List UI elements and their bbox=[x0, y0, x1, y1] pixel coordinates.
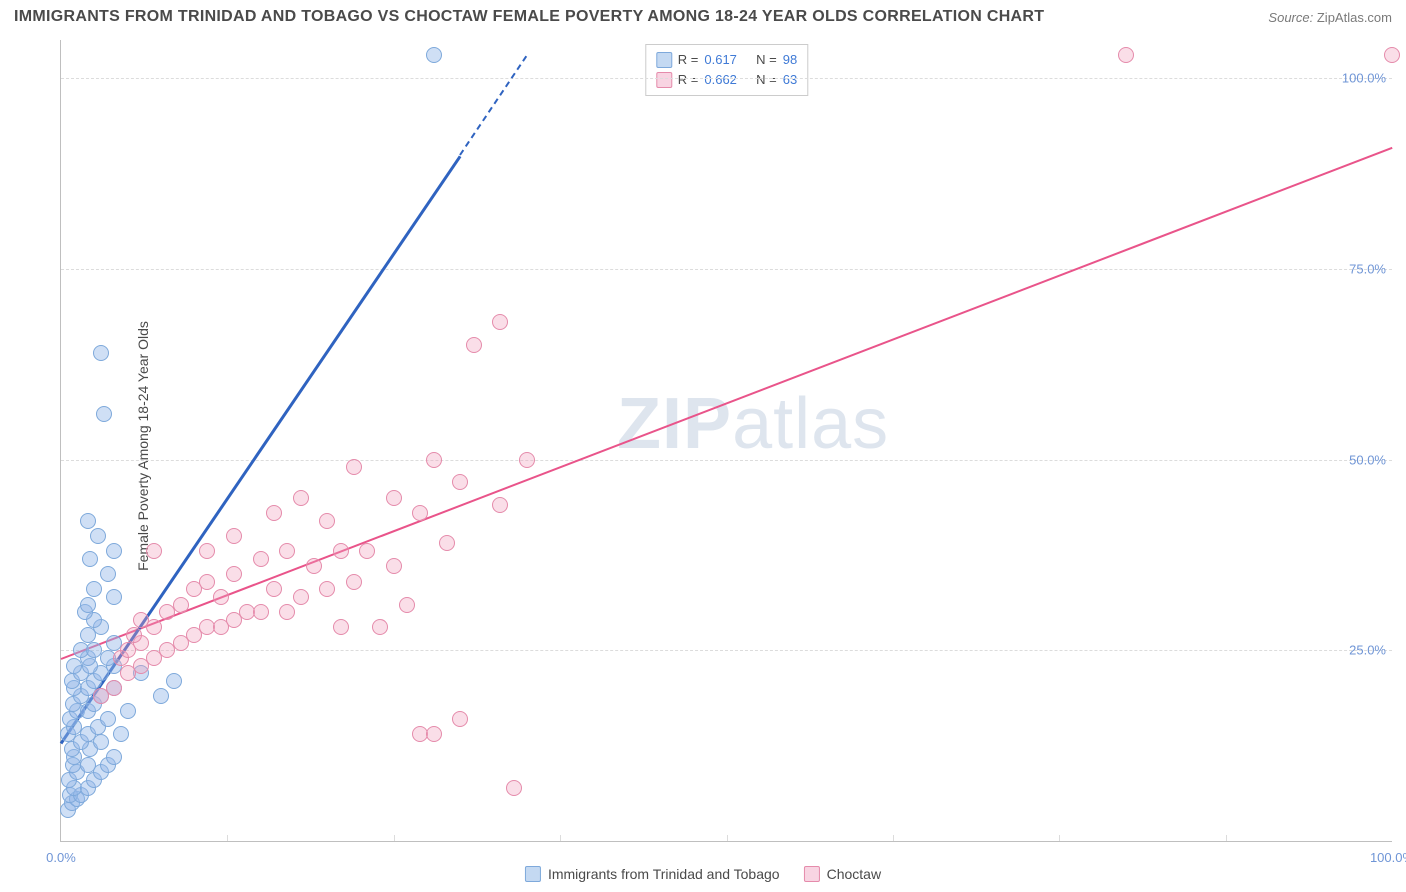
x-tick-mark bbox=[1059, 835, 1060, 841]
data-point bbox=[173, 597, 189, 613]
source-value: ZipAtlas.com bbox=[1317, 10, 1392, 25]
series-label: Choctaw bbox=[827, 866, 881, 882]
x-tick-mark bbox=[227, 835, 228, 841]
gridline-h bbox=[61, 269, 1392, 270]
data-point bbox=[466, 337, 482, 353]
data-point bbox=[506, 780, 522, 796]
x-tick-mark bbox=[893, 835, 894, 841]
data-point bbox=[1384, 47, 1400, 63]
data-point bbox=[146, 543, 162, 559]
swatch-icon bbox=[804, 866, 820, 882]
data-point bbox=[80, 513, 96, 529]
data-point bbox=[93, 345, 109, 361]
data-point bbox=[253, 551, 269, 567]
data-point bbox=[80, 597, 96, 613]
data-point bbox=[386, 490, 402, 506]
data-point bbox=[293, 490, 309, 506]
data-point bbox=[279, 543, 295, 559]
x-tick-mark bbox=[394, 835, 395, 841]
data-point bbox=[452, 711, 468, 727]
trend-line bbox=[61, 147, 1393, 660]
data-point bbox=[386, 558, 402, 574]
x-tick-mark bbox=[1226, 835, 1227, 841]
data-point bbox=[166, 673, 182, 689]
x-tick-mark bbox=[560, 835, 561, 841]
gridline-h bbox=[61, 650, 1392, 651]
data-point bbox=[426, 47, 442, 63]
data-point bbox=[90, 528, 106, 544]
data-point bbox=[399, 597, 415, 613]
data-point bbox=[199, 574, 215, 590]
data-point bbox=[492, 497, 508, 513]
data-point bbox=[1118, 47, 1134, 63]
data-point bbox=[346, 459, 362, 475]
data-point bbox=[153, 688, 169, 704]
data-point bbox=[100, 566, 116, 582]
data-point bbox=[96, 406, 112, 422]
series-legend: Immigrants from Trinidad and Tobago Choc… bbox=[525, 866, 881, 882]
data-point bbox=[333, 619, 349, 635]
trend-line bbox=[459, 56, 527, 156]
data-point bbox=[226, 528, 242, 544]
chart-plot-area: ZIPatlas R = 0.617 N = 98 R = 0.662 N = … bbox=[60, 40, 1392, 842]
data-point bbox=[133, 612, 149, 628]
data-point bbox=[126, 627, 142, 643]
gridline-h bbox=[61, 78, 1392, 79]
data-point bbox=[213, 589, 229, 605]
data-point bbox=[100, 711, 116, 727]
data-point bbox=[106, 589, 122, 605]
data-point bbox=[266, 505, 282, 521]
source-attribution: Source: ZipAtlas.com bbox=[1268, 10, 1392, 25]
data-point bbox=[333, 543, 349, 559]
data-point bbox=[86, 581, 102, 597]
data-point bbox=[113, 726, 129, 742]
data-point bbox=[426, 452, 442, 468]
legend-row-a: R = 0.617 N = 98 bbox=[656, 50, 797, 70]
correlation-legend: R = 0.617 N = 98 R = 0.662 N = 63 bbox=[645, 44, 808, 96]
x-tick-mark bbox=[727, 835, 728, 841]
series-legend-item: Immigrants from Trinidad and Tobago bbox=[525, 866, 780, 882]
data-point bbox=[199, 543, 215, 559]
data-point bbox=[279, 604, 295, 620]
series-legend-item: Choctaw bbox=[804, 866, 881, 882]
watermark: ZIPatlas bbox=[617, 383, 889, 465]
source-label: Source: bbox=[1268, 10, 1313, 25]
data-point bbox=[412, 505, 428, 521]
x-tick-label: 100.0% bbox=[1370, 850, 1406, 865]
swatch-icon bbox=[656, 72, 672, 88]
legend-row-b: R = 0.662 N = 63 bbox=[656, 70, 797, 90]
data-point bbox=[226, 566, 242, 582]
data-point bbox=[106, 680, 122, 696]
data-point bbox=[426, 726, 442, 742]
swatch-icon bbox=[525, 866, 541, 882]
data-point bbox=[106, 749, 122, 765]
data-point bbox=[120, 703, 136, 719]
data-point bbox=[82, 551, 98, 567]
data-point bbox=[372, 619, 388, 635]
data-point bbox=[293, 589, 309, 605]
data-point bbox=[253, 604, 269, 620]
x-tick-label: 0.0% bbox=[46, 850, 76, 865]
data-point bbox=[492, 314, 508, 330]
data-point bbox=[266, 581, 282, 597]
data-point bbox=[106, 543, 122, 559]
data-point bbox=[306, 558, 322, 574]
swatch-icon bbox=[656, 52, 672, 68]
data-point bbox=[346, 574, 362, 590]
chart-title: IMMIGRANTS FROM TRINIDAD AND TOBAGO VS C… bbox=[14, 8, 1044, 26]
data-point bbox=[319, 513, 335, 529]
series-label: Immigrants from Trinidad and Tobago bbox=[548, 866, 780, 882]
data-point bbox=[452, 474, 468, 490]
gridline-h bbox=[61, 460, 1392, 461]
data-point bbox=[359, 543, 375, 559]
data-point bbox=[319, 581, 335, 597]
data-point bbox=[519, 452, 535, 468]
data-point bbox=[439, 535, 455, 551]
data-point bbox=[86, 642, 102, 658]
